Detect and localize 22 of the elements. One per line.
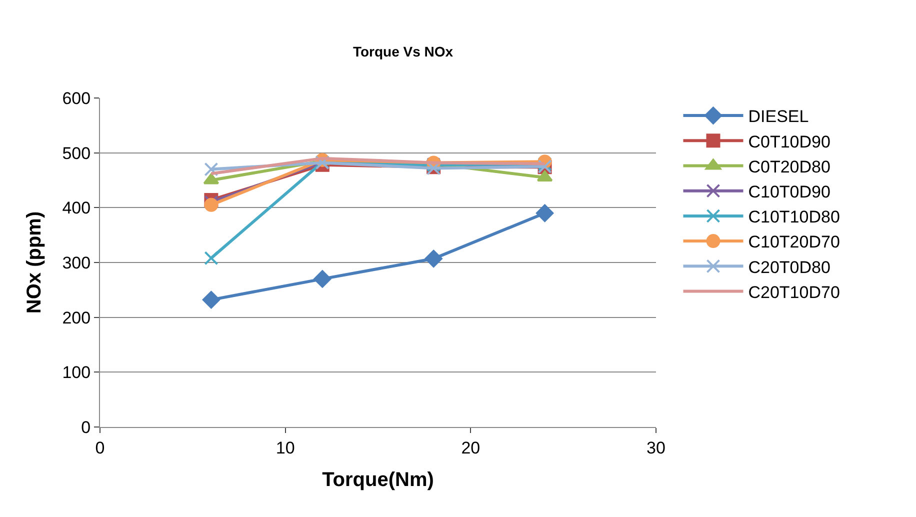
y-tick-label: 200 [62, 308, 91, 328]
y-tick-label: 600 [62, 88, 91, 108]
y-tick-label: 300 [62, 253, 91, 272]
y-tick-label: 400 [62, 198, 91, 218]
legend-label: C0T10D90 [748, 132, 830, 152]
legend-label: DIESEL [748, 107, 809, 126]
y-tick-label: 100 [62, 363, 91, 382]
x-tick-label: 20 [461, 438, 480, 458]
x-axis-title: Torque(Nm) [322, 468, 434, 491]
y-tick-label: 500 [62, 144, 91, 163]
x-tick-label: 10 [276, 438, 295, 458]
y-tick-label: 0 [81, 418, 91, 437]
legend-label: C10T10D80 [748, 208, 840, 227]
legend-label: C10T20D70 [748, 232, 840, 252]
legend-label: C0T20D80 [748, 157, 830, 176]
legend-label: C20T0D80 [748, 258, 830, 277]
legend-label: C10T0D90 [748, 182, 830, 202]
y-axis-title: NOx (ppm) [24, 211, 46, 314]
x-tick-label: 0 [95, 438, 105, 458]
x-tick-label: 30 [646, 438, 666, 458]
legend-label: C20T10D70 [748, 282, 840, 302]
chart-title: Torque Vs NOx [352, 43, 454, 60]
